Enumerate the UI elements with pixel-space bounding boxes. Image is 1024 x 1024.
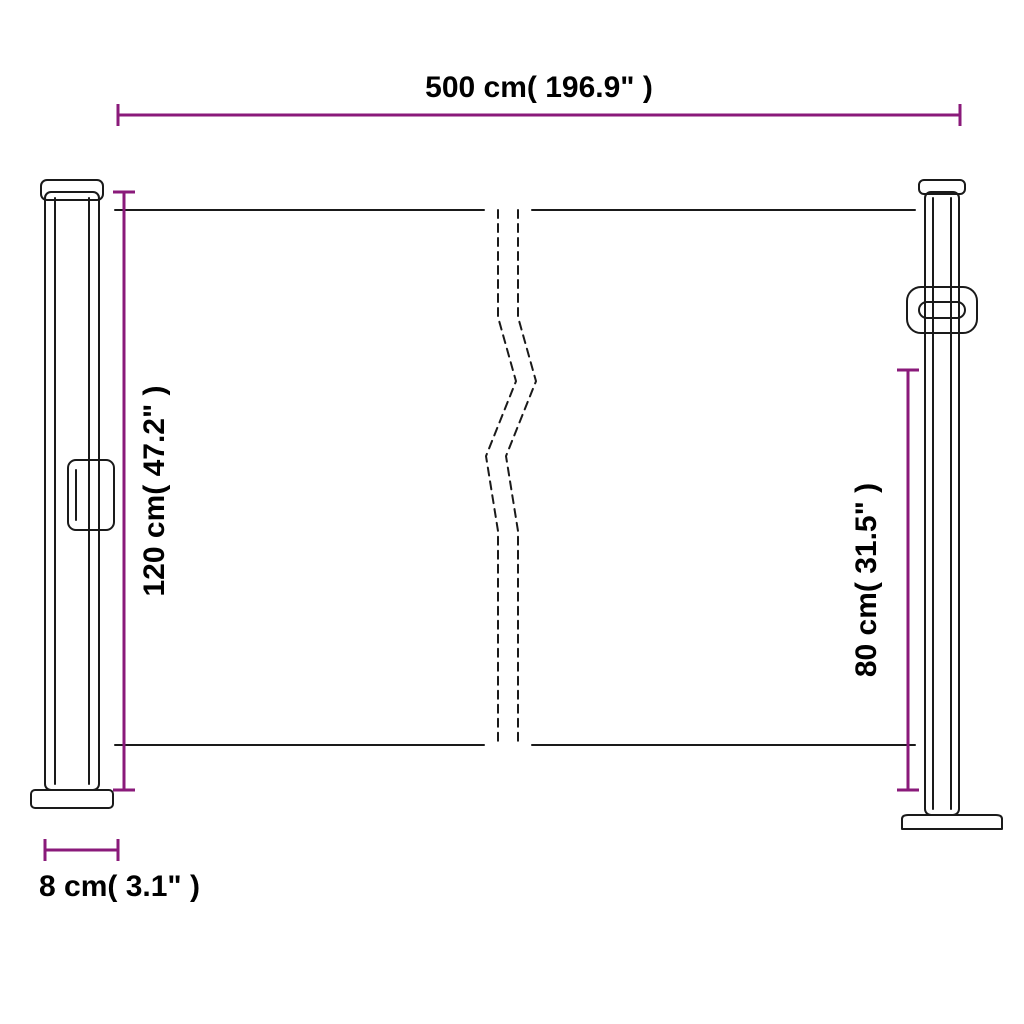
dimension-lines (45, 104, 960, 861)
dimension-labels: 500 cm( 196.9" ) 120 cm( 47.2" ) 80 cm( 31… (39, 71, 883, 903)
dim-label: 500 cm( 196.9" ) (425, 71, 653, 104)
dim-label: 80 cm( 31.5" ) (850, 483, 883, 677)
dim-label: 120 cm( 47.2" ) (138, 385, 171, 596)
dim-label: 8 cm( 3.1" ) (39, 870, 200, 903)
